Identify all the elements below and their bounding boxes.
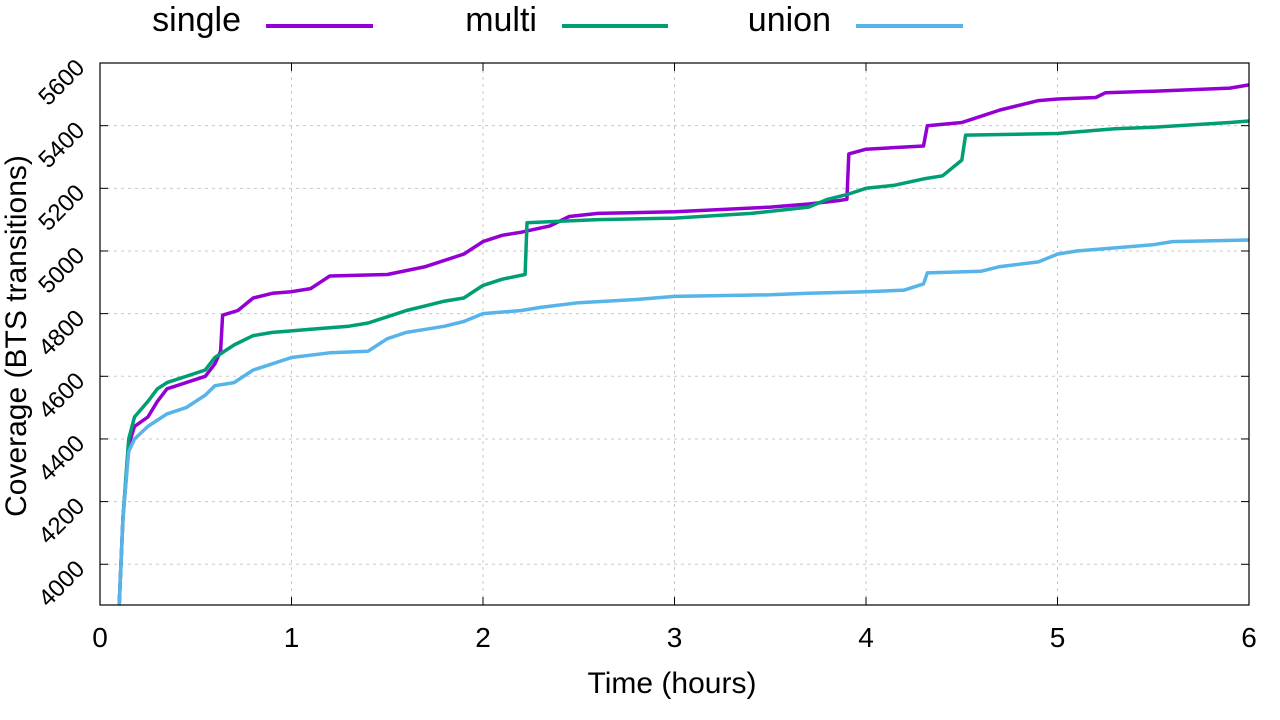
y-tick-label: 4400	[33, 430, 90, 487]
x-tick-label: 4	[858, 622, 874, 653]
x-axis-ticks: 0 1 2 3 4 5 6	[92, 63, 1257, 653]
x-tick-label: 2	[475, 622, 491, 653]
y-tick-label: 5400	[33, 117, 90, 174]
y-tick-label: 4600	[33, 367, 90, 424]
legend-label-single: single	[152, 1, 241, 39]
series-line-union	[117, 238, 1250, 606]
x-tick-label: 3	[667, 622, 683, 653]
y-tick-label: 4200	[33, 493, 90, 550]
x-tick-label: 5	[1050, 622, 1066, 653]
x-tick-label: 6	[1241, 622, 1257, 653]
series-line-single	[117, 83, 1250, 606]
x-tick-label: 1	[284, 622, 300, 653]
series-line-multi	[117, 119, 1250, 606]
legend: single multi union	[152, 1, 963, 39]
series-lines	[117, 83, 1250, 606]
y-tick-label: 5000	[33, 242, 90, 299]
y-axis-title: Coverage (BTS transitions)	[0, 155, 33, 517]
legend-label-union: union	[748, 1, 831, 39]
legend-label-multi: multi	[465, 1, 537, 39]
x-axis-title: Time (hours)	[588, 667, 757, 700]
x-tick-label: 0	[92, 622, 108, 653]
y-tick-label: 4800	[33, 305, 90, 362]
grid-lines	[100, 63, 1249, 605]
y-tick-label: 5200	[33, 179, 90, 236]
y-tick-label: 4000	[33, 555, 90, 612]
y-tick-label: 5600	[33, 54, 90, 111]
